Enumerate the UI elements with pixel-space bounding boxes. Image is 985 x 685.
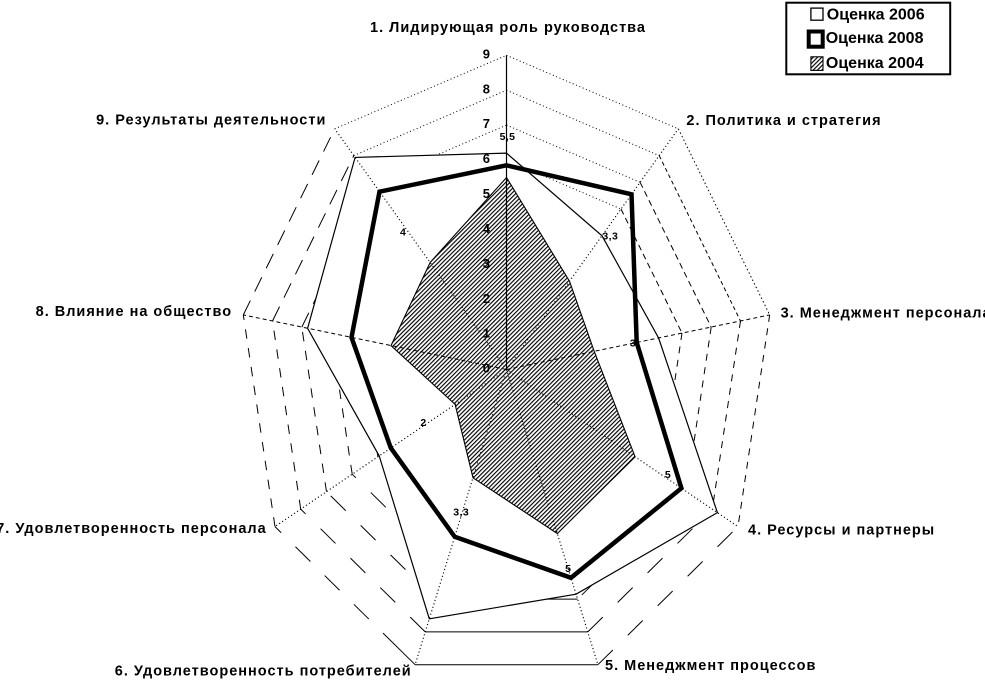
svg-text:5. Менеджмент процессов: 5. Менеджмент процессов — [605, 658, 816, 674]
svg-text:3: 3 — [630, 337, 636, 349]
svg-text:2. Политика и стратегия: 2. Политика и стратегия — [686, 113, 881, 129]
svg-text:Оценка 2008: Оценка 2008 — [826, 30, 924, 47]
svg-text:3: 3 — [483, 256, 490, 271]
svg-text:5,5: 5,5 — [500, 131, 516, 143]
svg-text:6: 6 — [483, 151, 490, 166]
svg-text:0: 0 — [483, 361, 490, 376]
svg-text:9: 9 — [483, 46, 490, 61]
svg-text:3. Менеджмент персонала: 3. Менеджмент персонала — [781, 305, 985, 321]
svg-text:7. Удовлетворенность персонала: 7. Удовлетворенность персонала — [0, 521, 267, 537]
svg-text:1. Лидирующая роль руководства: 1. Лидирующая роль руководства — [370, 20, 646, 36]
svg-text:5: 5 — [565, 563, 571, 575]
svg-text:3,3: 3,3 — [602, 231, 618, 243]
svg-text:5: 5 — [665, 469, 671, 481]
svg-text:4. Ресурсы и партнеры: 4. Ресурсы и партнеры — [748, 523, 935, 539]
svg-text:1: 1 — [483, 326, 490, 341]
svg-text:9. Результаты деятельности: 9. Результаты деятельности — [96, 113, 326, 129]
svg-text:Оценка 2004: Оценка 2004 — [826, 55, 924, 72]
svg-text:6. Удовлетворенность потребите: 6. Удовлетворенность потребителей — [115, 664, 412, 680]
svg-text:2: 2 — [420, 417, 426, 429]
svg-text:8. Влияние на общество: 8. Влияние на общество — [36, 304, 232, 320]
svg-text:3,3: 3,3 — [453, 507, 469, 519]
svg-text:5: 5 — [483, 186, 490, 201]
svg-text:Оценка 2006: Оценка 2006 — [827, 7, 925, 24]
svg-text:8: 8 — [483, 81, 490, 96]
svg-text:7: 7 — [483, 116, 490, 131]
svg-text:4: 4 — [400, 227, 406, 239]
svg-text:2: 2 — [483, 291, 490, 306]
svg-text:4: 4 — [483, 221, 491, 236]
